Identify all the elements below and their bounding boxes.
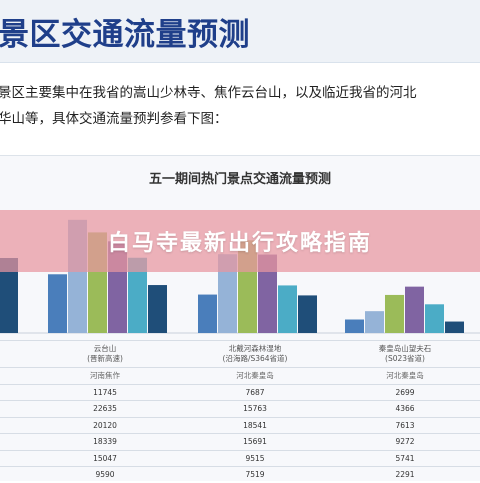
table-cell: 22635 xyxy=(30,400,180,417)
table-row-lead-cell xyxy=(0,433,30,450)
table-row: 20120 18541 7613 xyxy=(0,416,480,434)
chart-bar xyxy=(148,285,167,333)
table-row-lead-cell xyxy=(0,367,30,384)
table-cell: 河北秦皇岛 xyxy=(180,367,330,384)
paragraph-line-1: 景区主要集中在我省的嵩山少林寺、焦作云台山，以及临近我省的河北 xyxy=(0,85,417,101)
category-name: 云台山 xyxy=(93,344,117,353)
table-cell: 20120 xyxy=(30,416,180,434)
table-header-row: 云台山 (晋新高速) 北戴河森林湿地 (沿海路/S364省道) 秦皇岛山望夫石 (S023… xyxy=(0,340,480,368)
chart-bar xyxy=(445,321,464,333)
table-row: 22635 15763 4366 xyxy=(0,400,480,417)
chart-bar xyxy=(198,294,217,333)
table-cell: 河北秦皇岛 xyxy=(330,367,480,384)
category-road: (沿海路/S364省道) xyxy=(222,354,288,363)
chart-bar xyxy=(365,311,384,333)
chart-bar xyxy=(258,254,277,333)
table-cell: 18339 xyxy=(30,433,180,450)
table-row-lead-cell xyxy=(0,449,30,467)
table-row-lead-cell xyxy=(0,400,30,417)
paragraph-line-2: 华山等，具体交通流量预判参看下图： xyxy=(0,111,228,127)
table-cell: 2291 xyxy=(330,466,480,483)
page-title: 景区交通流量预测 xyxy=(0,16,250,53)
table-row: 9590 7519 2291 xyxy=(0,466,480,483)
chart-bar xyxy=(218,254,237,333)
category-name: 秦皇岛山望夫石 xyxy=(378,344,432,353)
chart-bar xyxy=(48,274,67,333)
title-bar: 景区交通流量预测 xyxy=(0,0,480,63)
table-cell: 7613 xyxy=(330,416,480,434)
table-cell: 11745 xyxy=(30,383,180,401)
table-row-lead-cell xyxy=(0,340,30,368)
category-name: 北戴河森林湿地 xyxy=(228,344,282,353)
chart-bar-partial xyxy=(0,258,18,333)
table-cell: 15763 xyxy=(180,400,330,417)
table-row: 15047 9515 5741 xyxy=(0,449,480,467)
category-road: (S023省道) xyxy=(385,354,425,363)
category-road: (晋新高速) xyxy=(87,354,123,363)
table-row: 11745 7687 2699 xyxy=(0,383,480,401)
table-cell: 2699 xyxy=(330,383,480,401)
table-cell: 9272 xyxy=(330,433,480,450)
table-cell: 7687 xyxy=(180,383,330,401)
chart-title: 五一期间热门景点交通流量预测 xyxy=(148,172,331,187)
table-cell: 云台山 (晋新高速) xyxy=(30,340,180,368)
promo-banner[interactable]: 白马寺最新出行攻略指南 xyxy=(0,210,480,272)
banner-text: 白马寺最新出行攻略指南 xyxy=(107,231,372,256)
table-cell: 秦皇岛山望夫石 (S023省道) xyxy=(330,340,480,368)
table-cell: 18541 xyxy=(180,416,330,434)
table-cell: 5741 xyxy=(330,449,480,467)
table-cell: 北戴河森林湿地 (沿海路/S364省道) xyxy=(180,340,330,368)
table-row: 18339 15691 9272 xyxy=(0,433,480,450)
chart-bar xyxy=(405,286,424,333)
table-cell: 9515 xyxy=(180,449,330,467)
table-row-lead-cell xyxy=(0,383,30,401)
chart-bar xyxy=(128,257,147,333)
table-cell: 4366 xyxy=(330,400,480,417)
table-cell: 15691 xyxy=(180,433,330,450)
chart-bar xyxy=(345,319,364,333)
chart-bar xyxy=(425,304,444,333)
chart-bar xyxy=(385,294,404,333)
table-cell: 河南焦作 xyxy=(30,367,180,384)
table-row-lead-cell xyxy=(0,416,30,434)
table-cell: 7519 xyxy=(180,466,330,483)
table-region-row: 河南焦作 河北秦皇岛 河北秦皇岛 xyxy=(0,367,480,384)
table-cell: 9590 xyxy=(30,466,180,483)
table-row-lead-cell xyxy=(0,466,30,483)
table-cell: 15047 xyxy=(30,449,180,467)
data-table: 云台山 (晋新高速) 北戴河森林湿地 (沿海路/S364省道) 秦皇岛山望夫石 (S023… xyxy=(0,340,480,483)
chart-bar xyxy=(298,295,317,333)
chart-bar xyxy=(278,285,297,333)
intro-paragraph: 景区主要集中在我省的嵩山少林寺、焦作云台山，以及临近我省的河北 华山等，具体交通… xyxy=(0,80,480,132)
